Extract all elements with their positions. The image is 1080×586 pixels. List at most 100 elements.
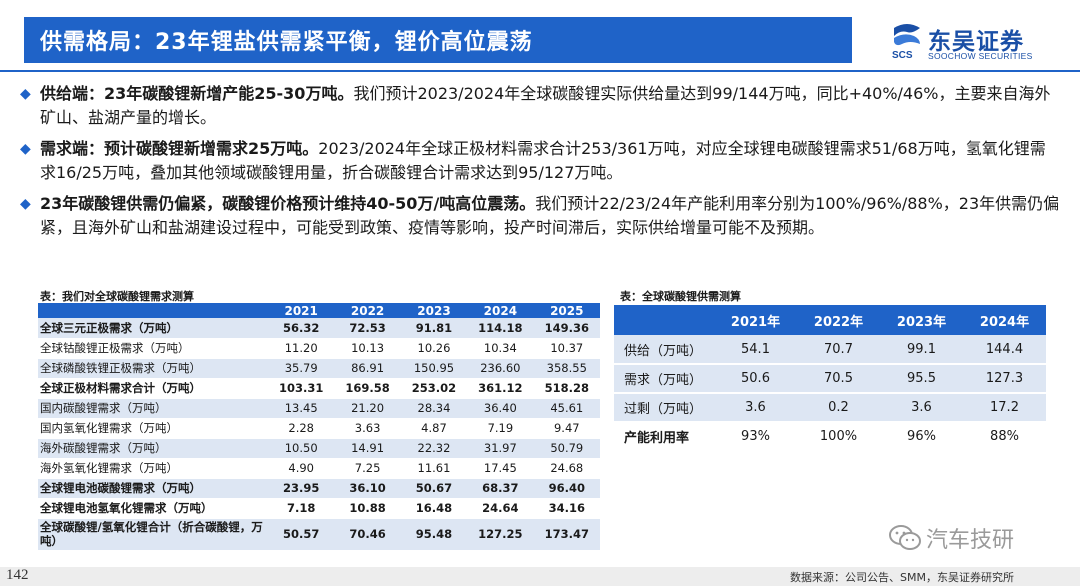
company-logo-mark-icon: SCS	[892, 24, 920, 60]
table-cell: 91.81	[400, 318, 468, 339]
logo-en-text: SOOCHOW SECURITIES	[928, 51, 1033, 61]
table-cell: 45.61	[533, 398, 600, 419]
table-cell: 11.20	[268, 338, 335, 359]
table-row: 全球正极材料需求合计（万吨） 103.31 169.58 253.02 361.…	[38, 378, 600, 399]
bullet-lead: 23年碳酸锂供需仍偏紧，碳酸锂价格预计维持40-50万/吨高位震荡。	[40, 194, 536, 213]
table-cell: 70.5	[797, 364, 880, 394]
table-cell: 70.46	[334, 518, 401, 551]
wechat-icon	[889, 525, 921, 550]
table-cell: 34.16	[533, 498, 600, 519]
row-label: 过剩（万吨）	[614, 393, 714, 423]
table-cell: 10.13	[334, 338, 401, 359]
table-row: 全球磷酸铁锂正极需求（万吨） 35.79 86.91 150.95 236.60…	[38, 358, 600, 379]
table-cell: 4.87	[400, 418, 468, 439]
table-header-cell: 2022	[334, 303, 401, 318]
table-cell: 3.63	[334, 418, 401, 439]
row-label: 需求（万吨）	[614, 364, 714, 394]
bullet-balance: ◆ 23年碳酸锂供需仍偏紧，碳酸锂价格预计维持40-50万/吨高位震荡。我们预计…	[20, 192, 1060, 239]
footer: 142 数据来源：公司公告、SMM，东吴证券研究所	[0, 567, 1080, 586]
table-cell: 7.19	[467, 418, 534, 439]
table-cell: 17.45	[467, 458, 534, 479]
table-row: 国内碳酸锂需求（万吨） 13.45 21.20 28.34 36.40 45.6…	[38, 398, 600, 419]
table-cell: 236.60	[467, 358, 534, 379]
table-cell: 50.6	[714, 364, 797, 394]
table-header-cell: 2024年	[963, 305, 1046, 335]
table-row: 过剩（万吨） 3.6 0.2 3.6 17.2	[614, 393, 1046, 423]
bullet-list: ◆ 供给端：23年碳酸锂新增产能25-30万吨。我们预计2023/2024年全球…	[20, 82, 1060, 247]
table-cell: 103.31	[268, 378, 335, 399]
table-cell: 150.95	[400, 358, 468, 379]
company-logo: SCS 东吴证券 SOOCHOW SECURITIES	[890, 22, 1060, 64]
table-cell: 10.26	[400, 338, 468, 359]
table-cell: 96.40	[533, 478, 600, 499]
table-cell: 96%	[880, 422, 963, 452]
table-cell: 3.6	[714, 393, 797, 423]
table-header-cell	[614, 305, 714, 335]
table-cell: 28.34	[400, 398, 468, 419]
table-header-row: 2021年 2022年 2023年 2024年	[614, 305, 1046, 335]
table-cell: 100%	[797, 422, 880, 452]
table-cell: 95.48	[400, 518, 468, 551]
diamond-bullet-icon: ◆	[20, 196, 31, 212]
table-cell: 95.5	[880, 364, 963, 394]
table-row: 全球锂电池碳酸锂需求（万吨） 23.95 36.10 50.67 68.37 9…	[38, 478, 600, 499]
table-row: 全球三元正极需求（万吨） 56.32 72.53 91.81 114.18 14…	[38, 318, 600, 339]
table-cell: 2.28	[268, 418, 335, 439]
table-cell: 10.88	[334, 498, 401, 519]
supply-demand-table: 2021年 2022年 2023年 2024年 供给（万吨） 54.1 70.7…	[614, 305, 1046, 452]
table-cell: 10.34	[467, 338, 534, 359]
table-row: 需求（万吨） 50.6 70.5 95.5 127.3	[614, 364, 1046, 394]
table-cell: 10.37	[533, 338, 600, 359]
table-row: 国内氢氧化锂需求（万吨） 2.28 3.63 4.87 7.19 9.47	[38, 418, 600, 439]
table-cell: 114.18	[467, 318, 534, 339]
watermark: 汽车技研	[888, 522, 1014, 554]
table-cell: 361.12	[467, 378, 534, 399]
row-label: 全球磷酸铁锂正极需求（万吨）	[38, 358, 268, 379]
table-header-cell: 2024	[467, 303, 534, 318]
table-cell: 7.25	[334, 458, 401, 479]
row-label: 全球正极材料需求合计（万吨）	[38, 378, 268, 399]
table-cell: 4.90	[268, 458, 335, 479]
table-cell: 14.91	[334, 438, 401, 459]
table-cell: 56.32	[268, 318, 335, 339]
table2-caption: 表：全球碳酸锂供需测算	[620, 290, 741, 303]
bullet-supply: ◆ 供给端：23年碳酸锂新增产能25-30万吨。我们预计2023/2024年全球…	[20, 82, 1060, 129]
row-label: 全球钴酸锂正极需求（万吨）	[38, 338, 268, 359]
row-label: 国内氢氧化锂需求（万吨）	[38, 418, 268, 439]
row-label: 国内碳酸锂需求（万吨）	[38, 398, 268, 419]
table-cell: 36.40	[467, 398, 534, 419]
table-row: 全球锂电池氢氧化锂需求（万吨） 7.18 10.88 16.48 24.64 3…	[38, 498, 600, 519]
row-label: 产能利用率	[614, 422, 714, 452]
table-header-row: 2021 2022 2023 2024 2025	[38, 303, 600, 318]
table-cell: 68.37	[467, 478, 534, 499]
table-row: 全球碳酸锂/氢氧化锂合计（折合碳酸锂，万吨） 50.57 70.46 95.48…	[38, 518, 600, 551]
page-number: 142	[6, 567, 29, 583]
table-cell: 7.18	[268, 498, 335, 519]
table-cell: 253.02	[400, 378, 468, 399]
row-label: 全球三元正极需求（万吨）	[38, 318, 268, 339]
table-header-cell: 2022年	[797, 305, 880, 335]
table-cell: 88%	[963, 422, 1046, 452]
table-header-cell: 2021年	[714, 305, 797, 335]
table-cell: 54.1	[714, 335, 797, 365]
demand-table: 2021 2022 2023 2024 2025 全球三元正极需求（万吨） 56…	[38, 303, 600, 551]
table-cell: 24.68	[533, 458, 600, 479]
row-label: 全球锂电池氢氧化锂需求（万吨）	[38, 498, 268, 519]
table-cell: 36.10	[334, 478, 401, 499]
bullet-lead: 供给端：23年碳酸锂新增产能25-30万吨。	[40, 84, 354, 103]
table-cell: 127.25	[467, 518, 534, 551]
bullet-demand: ◆ 需求端：预计碳酸锂新增需求25万吨。2023/2024年全球正极材料需求合计…	[20, 137, 1060, 184]
table-cell: 86.91	[334, 358, 401, 379]
diamond-bullet-icon: ◆	[20, 86, 31, 102]
table-cell: 70.7	[797, 335, 880, 365]
bullet-text: 我们预计22/23/24年产能利用率分别为100%/96%/88%，23年供需仍…	[40, 194, 1060, 237]
logo-cn-text: 东吴证券	[928, 29, 1024, 55]
table-cell: 24.64	[467, 498, 534, 519]
table-cell: 16.48	[400, 498, 468, 519]
table-row: 产能利用率 93% 100% 96% 88%	[614, 422, 1046, 452]
table-cell: 22.32	[400, 438, 468, 459]
table-cell: 35.79	[268, 358, 335, 379]
table-row: 海外氢氧化锂需求（万吨） 4.90 7.25 11.61 17.45 24.68	[38, 458, 600, 479]
table-cell: 31.97	[467, 438, 534, 459]
header-divider	[0, 70, 1080, 72]
